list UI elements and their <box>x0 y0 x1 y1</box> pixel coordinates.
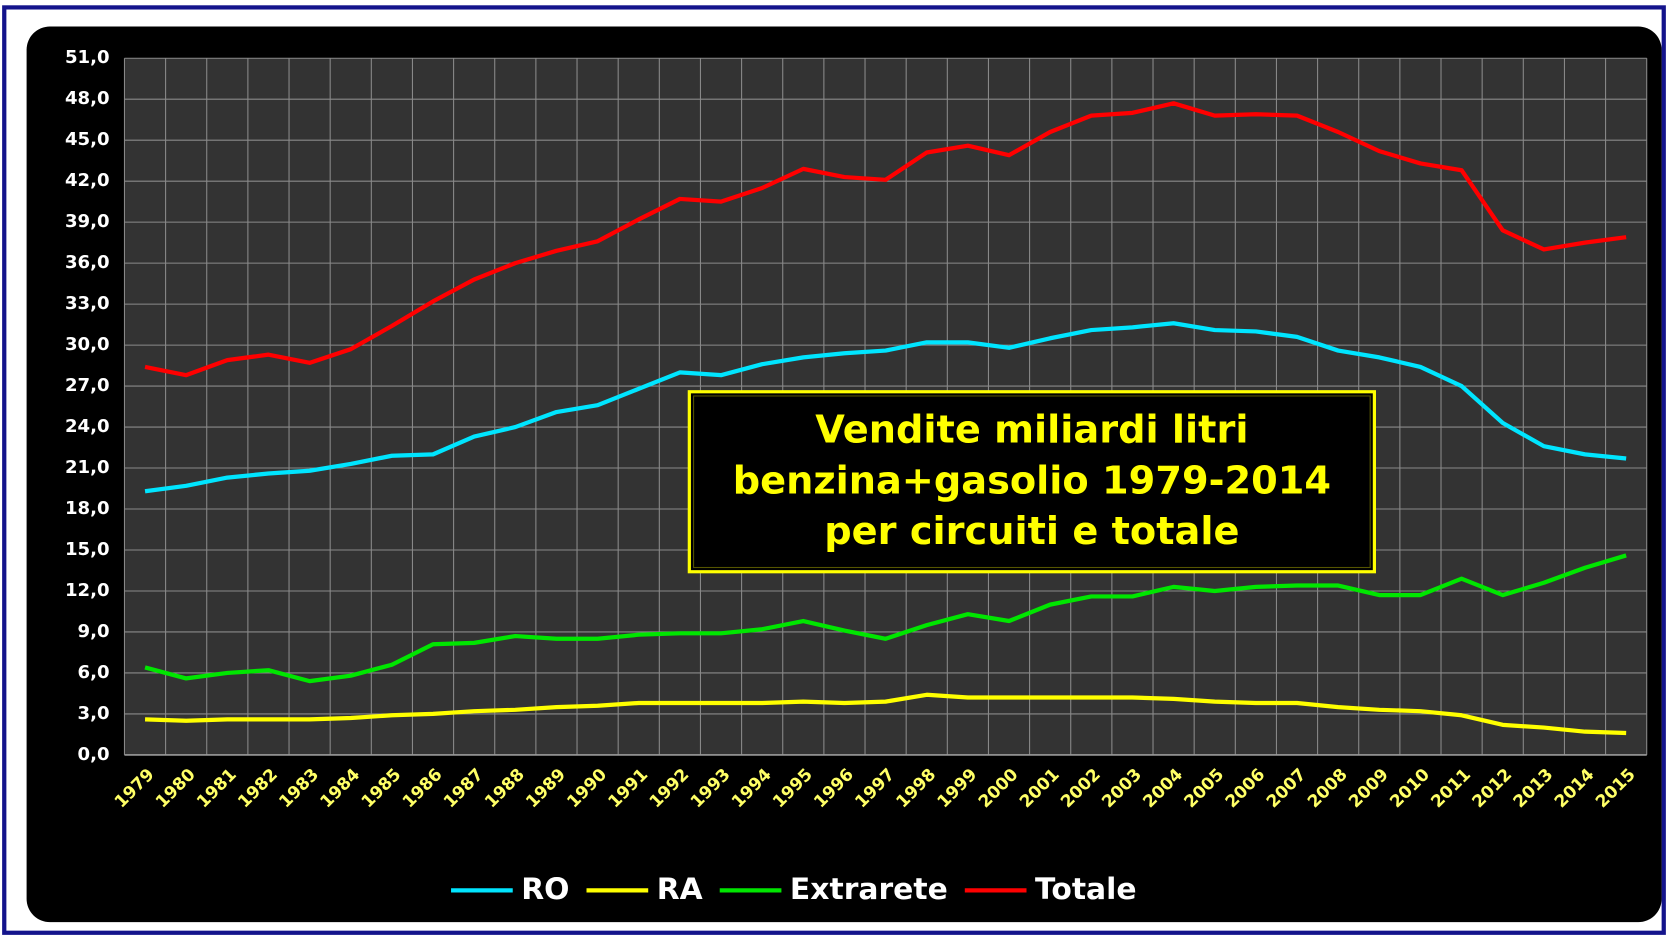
series-line <box>144 101 1627 378</box>
y-tick-label: 3,0 <box>78 703 110 724</box>
series-line <box>144 321 1627 494</box>
legend: RO RA Extrarete Totale <box>451 872 1137 907</box>
y-tick-label: 0,0 <box>78 744 110 765</box>
y-tick-label: 18,0 <box>65 498 110 519</box>
y-tick-label: 6,0 <box>78 662 110 683</box>
annotation-line: benzina+gasolio 1979-2014 <box>733 459 1331 503</box>
annotation-box <box>687 390 1376 574</box>
y-tick-label: 24,0 <box>65 416 110 437</box>
series-line <box>144 553 1627 684</box>
lines <box>144 101 1627 736</box>
annotation-line: per circuiti e totale <box>824 510 1239 554</box>
y-tick-label: 42,0 <box>65 170 110 191</box>
y-tick-label: 27,0 <box>65 375 110 396</box>
legend-label: Extrarete <box>790 872 948 907</box>
y-tick-label: 45,0 <box>65 129 110 150</box>
grid <box>123 57 1648 756</box>
y-tick-label: 39,0 <box>65 211 110 232</box>
annotation-line: Vendite miliardi litri <box>815 409 1248 453</box>
annotation-inner <box>693 395 1371 569</box>
legend-label: Totale <box>1035 872 1137 907</box>
y-tick-label: 30,0 <box>65 334 110 355</box>
y-tick-label: 48,0 <box>65 88 110 109</box>
y-tick-label: 15,0 <box>65 539 110 560</box>
y-tick-label: 21,0 <box>65 457 110 478</box>
annotation: Vendite miliardi litri benzina+gasolio 19… <box>733 409 1331 555</box>
series-line <box>144 692 1627 736</box>
y-tick-label: 9,0 <box>78 621 110 642</box>
legend-label: RA <box>657 872 703 907</box>
y-tick-label: 33,0 <box>65 293 110 314</box>
y-tick-label: 51,0 <box>65 47 110 68</box>
y-tick-label: 36,0 <box>65 252 110 273</box>
y-tick-label: 12,0 <box>65 580 110 601</box>
legend-label: RO <box>521 872 569 907</box>
